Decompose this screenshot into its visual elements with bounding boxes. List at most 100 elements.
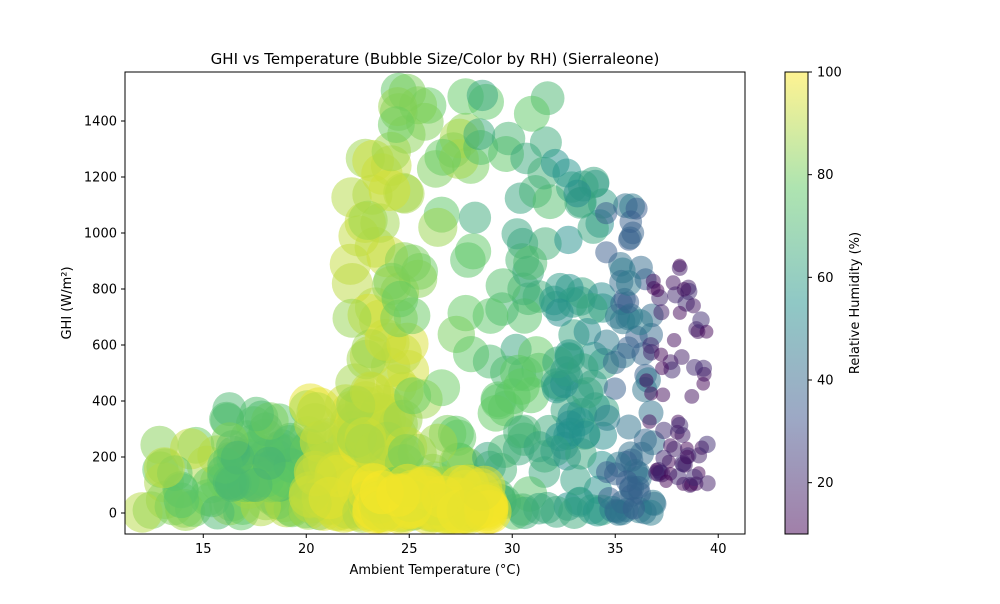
- bubble-point: [143, 447, 185, 489]
- bubble-point: [472, 344, 507, 379]
- bubble-point: [593, 329, 620, 356]
- y-tick-label: 1000: [84, 227, 117, 242]
- bubble-point: [653, 304, 670, 321]
- x-tick-label: 15: [195, 542, 212, 557]
- bubble-point: [642, 414, 657, 429]
- bubble-point: [163, 482, 200, 519]
- bubble-point: [595, 202, 618, 225]
- bubble-layer: [125, 72, 716, 534]
- bubble-point: [554, 225, 583, 255]
- bubble-point: [513, 95, 550, 132]
- bubble-point: [699, 475, 716, 492]
- bubble-point: [669, 468, 687, 486]
- bubble-point: [394, 377, 432, 415]
- chart-title: GHI vs Temperature (Bubble Size/Color by…: [211, 50, 660, 68]
- bubble-point: [666, 333, 682, 348]
- colorbar-tick-label: 80: [817, 168, 834, 183]
- bubble-point: [215, 465, 250, 501]
- colorbar-tick-label: 40: [817, 374, 834, 389]
- y-tick-label: 0: [109, 507, 117, 522]
- bubble-point: [626, 475, 650, 499]
- bubble-point: [685, 298, 701, 314]
- bubble-point: [513, 245, 548, 280]
- bubble-point: [477, 395, 515, 432]
- bubble-point: [655, 361, 669, 376]
- bubble-point: [595, 241, 618, 264]
- bubble-point: [545, 272, 575, 303]
- bubble-point: [616, 414, 642, 440]
- bubble-point: [699, 324, 714, 339]
- bubble-point: [573, 318, 602, 346]
- bubble-point: [596, 461, 618, 484]
- bubble-point: [617, 336, 640, 360]
- colorbar-tick-label: 100: [817, 66, 842, 81]
- bubble-point: [387, 434, 425, 472]
- bubble-point: [622, 497, 645, 520]
- x-tick-label: 20: [298, 542, 315, 557]
- bubble-point: [381, 280, 419, 318]
- bubble-point: [212, 392, 247, 427]
- bubble-point: [618, 226, 642, 250]
- bubble-point: [418, 423, 458, 463]
- bubble-point: [296, 392, 337, 433]
- x-tick-label: 25: [401, 542, 418, 557]
- bubble-point: [239, 396, 274, 432]
- bubble-point: [698, 435, 716, 454]
- bubble-point: [665, 275, 681, 291]
- bubble-point: [424, 138, 462, 176]
- colorbar-gradient: [784, 71, 809, 535]
- bubble-point: [463, 118, 496, 151]
- bubble-point: [603, 377, 627, 400]
- bubble-point: [565, 407, 595, 437]
- bubble-point: [655, 449, 673, 467]
- colorbar-label: Relative Humidity (%): [848, 232, 863, 374]
- bubble-point: [349, 371, 391, 413]
- colorbar-ticks: 20 40 60 80 100: [808, 66, 842, 491]
- y-tick-label: 800: [92, 283, 117, 298]
- bubble-point: [386, 463, 430, 507]
- bubble-point: [455, 233, 492, 270]
- bubble-point: [676, 282, 692, 297]
- bubble-point: [308, 476, 352, 520]
- bubble-point: [458, 201, 492, 234]
- y-tick-label: 400: [92, 395, 117, 410]
- bubble-point: [332, 298, 372, 338]
- bubble-point: [485, 268, 521, 304]
- bubble-point: [655, 421, 673, 440]
- bubble-point: [692, 311, 710, 329]
- bubble-point: [576, 293, 608, 325]
- colorbar-tick-label: 60: [817, 271, 834, 286]
- x-tick-label: 35: [607, 542, 624, 557]
- bubble-point: [620, 448, 644, 472]
- colorbar: 20 40 60 80 100 Relative Humidity (%): [784, 66, 863, 535]
- bubble-point: [695, 359, 712, 377]
- plot-frame: [124, 71, 746, 535]
- x-tick-label: 40: [710, 542, 727, 557]
- bubble-point: [377, 106, 415, 143]
- y-axis-label: GHI (W/m²): [60, 266, 75, 339]
- bubble-point: [552, 158, 582, 188]
- bubble-point: [655, 387, 671, 403]
- bubble-point: [571, 377, 604, 409]
- bubble-point: [560, 464, 591, 496]
- x-axis-label: Ambient Temperature (°C): [349, 563, 520, 578]
- bubble-point: [501, 218, 533, 250]
- bubble-point: [626, 309, 654, 336]
- bubble-point: [125, 492, 163, 533]
- bubble-point: [503, 368, 540, 405]
- bubble-point: [405, 102, 444, 141]
- bubble-point: [200, 495, 235, 530]
- bubble-point: [648, 465, 665, 482]
- bubble-point: [671, 260, 688, 276]
- x-tick-label: 30: [504, 542, 521, 557]
- bubble-point: [594, 404, 621, 431]
- y-axis: 0 200 400 600 800 1000 1200 1400: [84, 115, 125, 522]
- bubble-point: [654, 347, 669, 362]
- bubble-point: [685, 468, 703, 486]
- bubble-point: [446, 488, 490, 532]
- bubble-point: [554, 343, 585, 374]
- bubble-point: [545, 298, 574, 327]
- bubble-point: [220, 440, 255, 475]
- colorbar-tick-label: 20: [817, 476, 834, 491]
